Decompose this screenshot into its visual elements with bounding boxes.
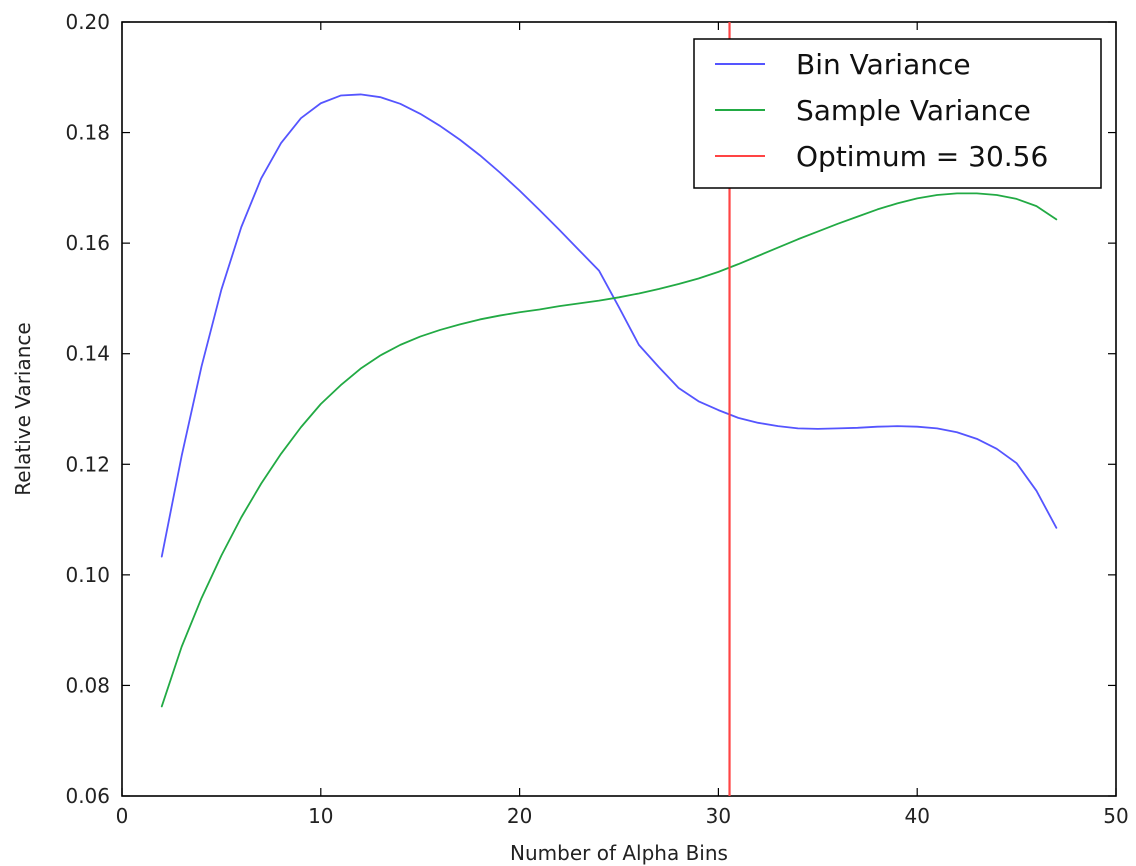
x-tick-label: 30: [706, 804, 731, 828]
legend-label: Bin Variance: [796, 48, 971, 81]
y-tick-label: 0.14: [65, 342, 110, 366]
y-tick-label: 0.16: [65, 231, 110, 255]
y-tick-label: 0.10: [65, 563, 110, 587]
legend-label: Sample Variance: [796, 94, 1031, 127]
x-tick-label: 10: [308, 804, 333, 828]
y-tick-label: 0.20: [65, 10, 110, 34]
y-tick-label: 0.12: [65, 452, 110, 476]
x-axis-label: Number of Alpha Bins: [510, 841, 728, 865]
x-tick-label: 20: [507, 804, 532, 828]
x-tick-label: 0: [116, 804, 129, 828]
y-tick-label: 0.18: [65, 121, 110, 145]
x-tick-label: 40: [904, 804, 929, 828]
y-axis-label: Relative Variance: [11, 322, 35, 495]
y-tick-label: 0.06: [65, 784, 110, 808]
legend-label: Optimum = 30.56: [796, 140, 1048, 173]
y-tick-label: 0.08: [65, 673, 110, 697]
x-tick-label: 50: [1103, 804, 1128, 828]
